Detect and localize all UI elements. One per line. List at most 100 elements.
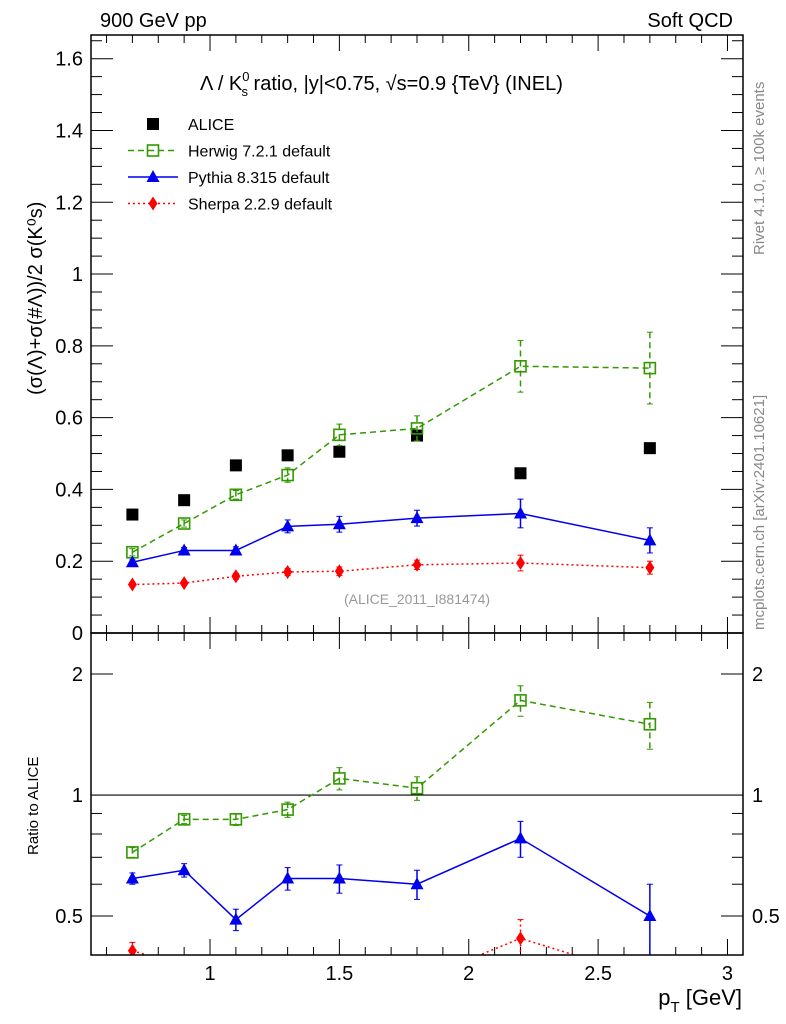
legend-label: Herwig 7.2.1 default bbox=[188, 144, 331, 161]
ratio-point bbox=[229, 912, 243, 925]
y-tick-label: 1 bbox=[72, 264, 83, 286]
ratio-y-tick-label: 0.5 bbox=[752, 906, 780, 928]
legend-marker bbox=[147, 118, 159, 130]
y-tick-label: 0.8 bbox=[55, 336, 83, 358]
ratio-point bbox=[643, 909, 657, 922]
ratio-line bbox=[131, 699, 650, 854]
ratio-point bbox=[177, 863, 191, 876]
ratio-y-tick-label: 0.5 bbox=[55, 906, 83, 928]
ratio-point bbox=[513, 831, 527, 844]
main-point bbox=[333, 445, 346, 458]
legend-label: Sherpa 2.2.9 default bbox=[188, 197, 333, 214]
ratio-point bbox=[410, 781, 424, 795]
ratio-frame bbox=[90, 632, 744, 956]
ratio-point bbox=[229, 813, 243, 826]
main-point bbox=[281, 519, 295, 532]
main-point bbox=[643, 533, 657, 546]
main-point bbox=[515, 556, 525, 571]
ratio-point bbox=[177, 813, 191, 826]
main-series-sherpa bbox=[127, 554, 655, 592]
legend-label: Pythia 8.315 default bbox=[188, 170, 330, 187]
main-point bbox=[281, 468, 294, 482]
ratio-point bbox=[126, 846, 139, 859]
x-tick-label: 2 bbox=[463, 963, 474, 985]
main-point bbox=[229, 488, 243, 502]
main-series-pythia bbox=[125, 498, 657, 568]
main-point bbox=[410, 511, 424, 524]
y-tick-label: 0.6 bbox=[55, 408, 83, 430]
ratio-point bbox=[125, 871, 139, 884]
main-point bbox=[126, 508, 139, 521]
main-series-herwig bbox=[126, 331, 657, 559]
main-point bbox=[410, 422, 424, 435]
y-tick-label: 1.2 bbox=[55, 192, 83, 214]
main-point bbox=[412, 557, 422, 572]
main-series-alice bbox=[126, 429, 656, 521]
ratio-y-tick-label: 1 bbox=[752, 785, 763, 807]
y-tick-label: 0 bbox=[72, 623, 83, 645]
main-point bbox=[643, 361, 657, 375]
mcplots-label: mcplots.cern.ch [arXiv:2401.10621] bbox=[751, 395, 768, 630]
main-point bbox=[177, 543, 191, 556]
main-point bbox=[283, 564, 293, 579]
legend-marker bbox=[148, 196, 158, 211]
ratio-point bbox=[515, 931, 525, 946]
main-point bbox=[645, 560, 655, 575]
ratio-point bbox=[410, 877, 424, 890]
main-point bbox=[514, 467, 527, 480]
ratio-series-herwig bbox=[126, 685, 657, 859]
main-point bbox=[332, 517, 346, 530]
y-tick-label: 1.6 bbox=[55, 49, 83, 71]
ratio-point bbox=[333, 772, 346, 785]
main-point bbox=[411, 429, 423, 442]
main-line bbox=[132, 512, 651, 564]
ratio-point bbox=[127, 943, 137, 955]
ratio-point bbox=[413, 974, 422, 988]
header-left: 900 GeV pp bbox=[100, 10, 207, 32]
ratio-y-tick-label: 2 bbox=[72, 664, 83, 686]
main-point bbox=[178, 494, 191, 507]
ratio-series-sherpa bbox=[127, 919, 654, 990]
ratio-point bbox=[514, 694, 527, 707]
y-tick-label: 0.4 bbox=[55, 479, 83, 501]
x-tick-label: 3 bbox=[722, 963, 733, 985]
y-tick-label: 1.4 bbox=[55, 120, 83, 142]
main-point bbox=[643, 442, 656, 455]
ratio-point bbox=[645, 971, 654, 985]
legend: ALICE Herwig 7.2.1 default Pythia 8.315 de… bbox=[128, 117, 333, 214]
ratio-point bbox=[281, 871, 295, 884]
ratio-series-pythia bbox=[125, 820, 657, 955]
main-point bbox=[179, 576, 189, 591]
x-tick-label: 2.5 bbox=[584, 963, 612, 985]
ratio-y-tick-label: 1 bbox=[72, 785, 83, 807]
legend-label: ALICE bbox=[188, 117, 234, 134]
main-ylabel: (σ(Λ)+σ(#Λ))/2 σ(K⁰s) bbox=[25, 202, 47, 395]
ratio-point bbox=[281, 803, 294, 816]
main-point bbox=[177, 517, 191, 530]
legend-marker bbox=[146, 144, 160, 157]
ratio-y-tick-label: 2 bbox=[752, 664, 763, 686]
main-point bbox=[513, 506, 527, 519]
annotation: (ALICE_2011_I881474) bbox=[344, 591, 490, 607]
ratio-ylabel: Ratio to ALICE bbox=[25, 757, 42, 855]
rivet-label: Rivet 4.1.0, ≥ 100k events bbox=[751, 82, 768, 255]
x-axis-label: pT [GeV] bbox=[658, 985, 742, 1016]
main-line bbox=[132, 562, 650, 586]
main-point bbox=[127, 577, 137, 592]
x-tick-label: 1.5 bbox=[325, 963, 353, 985]
main-point bbox=[231, 569, 241, 584]
main-title: Λ / K0 s ratio, |y|<0.75, √s=0.9 {TeV} (I… bbox=[200, 69, 563, 99]
ratio-line bbox=[132, 837, 651, 921]
y-tick-label: 0.2 bbox=[55, 551, 83, 573]
main-point bbox=[334, 564, 344, 579]
x-tick-label: 1 bbox=[204, 963, 215, 985]
main-point bbox=[333, 428, 346, 442]
main-point bbox=[281, 449, 294, 462]
header-right: Soft QCD bbox=[647, 10, 733, 32]
ratio-point bbox=[231, 976, 240, 990]
main-point bbox=[125, 555, 139, 568]
legend-marker bbox=[146, 170, 160, 182]
ratio-point bbox=[332, 871, 346, 884]
main-point bbox=[514, 360, 527, 373]
